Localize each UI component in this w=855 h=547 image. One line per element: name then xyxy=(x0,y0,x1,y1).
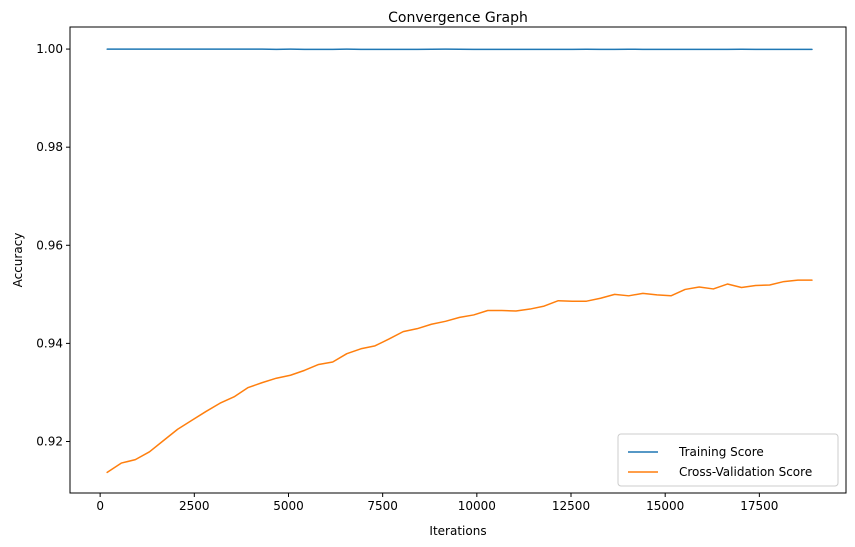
x-tick-label: 15000 xyxy=(646,499,684,513)
x-tick-label: 7500 xyxy=(367,499,398,513)
y-tick-label: 0.94 xyxy=(36,336,63,350)
y-tick-label: 0.92 xyxy=(36,434,63,448)
x-tick-label: 12500 xyxy=(552,499,590,513)
legend-label-training: Training Score xyxy=(678,445,764,459)
x-axis-label: Iterations xyxy=(429,524,486,538)
y-axis: 0.92 0.94 0.96 0.98 1.00 xyxy=(36,42,70,448)
x-tick-label: 0 xyxy=(96,499,104,513)
x-tick-label: 17500 xyxy=(740,499,778,513)
legend: Training Score Cross-Validation Score xyxy=(617,433,839,487)
legend-label-cross-validation: Cross-Validation Score xyxy=(679,465,812,479)
y-axis-label: Accuracy xyxy=(11,233,25,288)
y-tick-label: 0.96 xyxy=(36,238,63,252)
x-tick-label: 2500 xyxy=(179,499,210,513)
x-axis: 0 2500 5000 7500 10000 12500 15000 17500 xyxy=(96,493,778,513)
y-tick-label: 1.00 xyxy=(36,42,63,56)
y-tick-label: 0.98 xyxy=(36,140,63,154)
chart-title: Convergence Graph xyxy=(388,10,528,26)
x-tick-label: 5000 xyxy=(273,499,304,513)
x-tick-label: 10000 xyxy=(458,499,496,513)
series-line-cross-validation xyxy=(106,279,813,474)
plot-area-frame xyxy=(69,26,847,494)
series-layer xyxy=(106,48,813,474)
legend-box xyxy=(617,433,839,487)
